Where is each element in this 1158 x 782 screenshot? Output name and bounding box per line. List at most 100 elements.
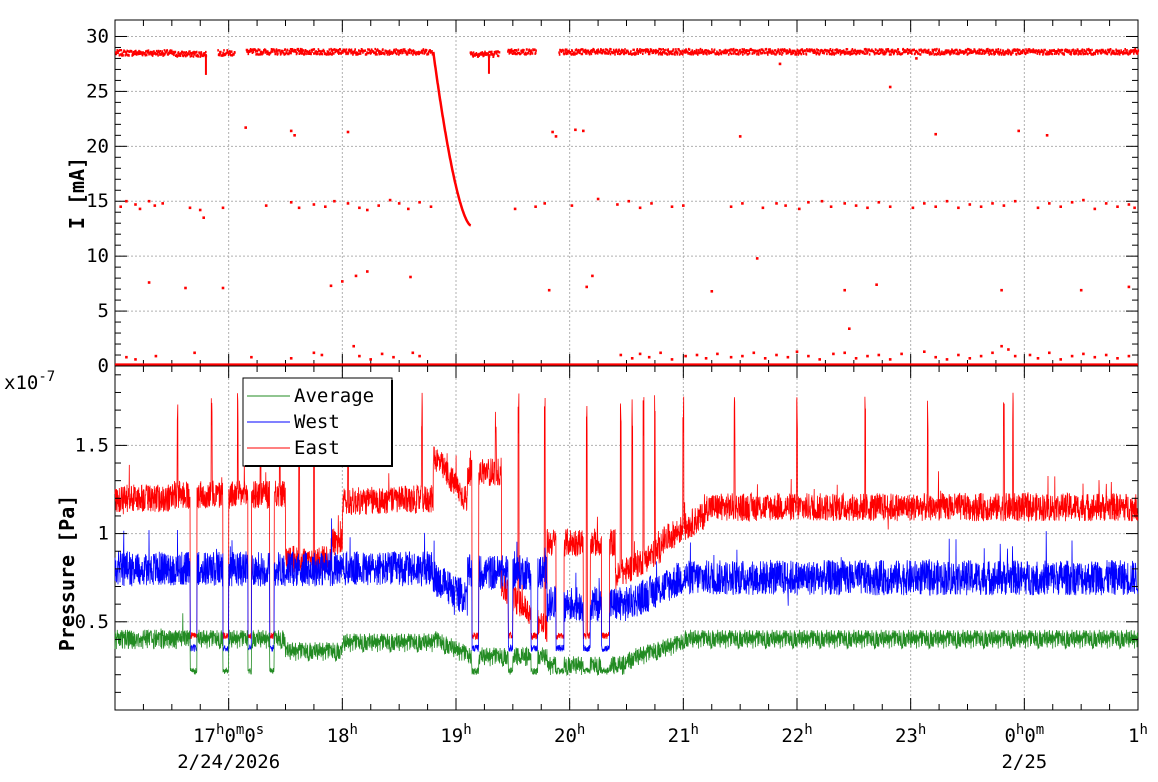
- current-point: [596, 197, 600, 201]
- current-point: [729, 355, 733, 359]
- current-point: [380, 352, 384, 356]
- current-point: [297, 206, 301, 210]
- current-point: [818, 358, 821, 361]
- current-point: [134, 358, 137, 361]
- current-point: [752, 351, 756, 355]
- current-point: [312, 203, 316, 206]
- current-point: [1059, 358, 1062, 361]
- current-point: [843, 351, 846, 355]
- current-point: [1070, 201, 1074, 204]
- tick-part-base: 21: [668, 725, 691, 747]
- current-point: [710, 290, 714, 293]
- current-point: [647, 355, 651, 359]
- current-point: [346, 202, 350, 205]
- date-label: 2/24/2026: [177, 751, 280, 773]
- current-point: [979, 354, 983, 358]
- current-point: [829, 205, 833, 208]
- current-point: [341, 280, 344, 283]
- current-point: [125, 355, 128, 359]
- tick-part-sup1: h: [691, 722, 699, 738]
- current-point: [125, 199, 128, 203]
- time-axis-labels: 17h0m0s 18h 19h 20h 21h 22h 23h 0h0m 1h2/24/2026…: [177, 722, 1148, 773]
- current-point: [1093, 207, 1097, 211]
- current-point: [1116, 357, 1119, 360]
- current-point: [761, 206, 765, 210]
- current-point: [775, 353, 778, 357]
- pressure-panel: 0.5 1 1.5 Pressure [Pa] x10-7 Average West…: [4, 365, 1139, 711]
- current-point: [250, 355, 253, 359]
- tick-part-sup2: m: [236, 722, 244, 738]
- current-point: [1082, 352, 1085, 356]
- current-point: [134, 203, 137, 206]
- current-point: [866, 354, 869, 358]
- pressure-y-tick-label: 1.5: [75, 434, 109, 456]
- current-decay-curve: [432, 51, 472, 227]
- legend-label-west: West: [294, 411, 340, 433]
- current-baseline-segment: [469, 50, 501, 58]
- current-point: [638, 206, 642, 210]
- current-point: [1048, 351, 1051, 355]
- current-point: [582, 129, 585, 133]
- current-point: [738, 135, 742, 138]
- current-y-tick-label: 30: [86, 25, 109, 47]
- current-point: [221, 206, 225, 210]
- tick-part-sup1: h: [804, 722, 812, 738]
- tick-part-sup1: h: [577, 722, 585, 738]
- current-point: [957, 353, 960, 357]
- current-baseline-segment: [558, 47, 1140, 56]
- current-point: [832, 352, 835, 356]
- current-point: [198, 208, 202, 212]
- pressure-legend: Average West East: [242, 377, 393, 467]
- current-point: [1104, 202, 1108, 205]
- current-data-points: [115, 47, 1140, 367]
- current-point: [1059, 205, 1062, 208]
- tick-part-base: 18: [327, 725, 350, 747]
- current-point: [741, 202, 744, 205]
- current-point: [741, 354, 744, 358]
- current-grid: [115, 20, 1138, 366]
- current-point: [616, 203, 619, 206]
- current-point: [138, 207, 142, 211]
- current-point: [1104, 353, 1108, 357]
- current-point: [1127, 285, 1131, 289]
- current-point: [388, 198, 392, 202]
- current-point: [202, 216, 205, 219]
- current-point: [784, 204, 787, 207]
- current-point: [407, 207, 410, 211]
- current-point: [945, 358, 949, 361]
- current-point: [221, 286, 225, 290]
- tick-part-mid2: 0: [244, 725, 255, 747]
- scale-base: x10: [4, 372, 38, 394]
- current-point: [312, 351, 316, 355]
- current-point: [418, 201, 421, 204]
- current-point: [820, 199, 824, 203]
- pressure-y-scale-label: x10-7: [4, 369, 55, 394]
- current-point: [670, 205, 674, 208]
- current-point: [264, 204, 268, 207]
- current-point: [397, 202, 401, 205]
- current-point: [591, 274, 594, 278]
- current-point: [1048, 202, 1051, 205]
- current-point: [358, 354, 361, 358]
- current-point: [333, 199, 336, 203]
- current-point: [1002, 204, 1006, 207]
- current-point: [619, 353, 623, 357]
- current-point: [289, 357, 293, 360]
- tick-part-mid: 0: [1024, 725, 1035, 747]
- legend-label-east: East: [294, 437, 340, 459]
- current-point: [843, 202, 846, 205]
- current-point: [638, 352, 642, 356]
- current-point: [991, 202, 994, 205]
- current-y-tick-label: 5: [98, 300, 109, 322]
- tick-part-sup3: s: [256, 722, 264, 738]
- current-point: [289, 201, 293, 204]
- current-point: [418, 354, 421, 358]
- current-point: [888, 358, 892, 361]
- current-baseline-segment: [507, 48, 537, 56]
- time-axis-tick-label: 22h: [781, 722, 812, 747]
- current-point: [1127, 354, 1131, 358]
- legend-label-average: Average: [294, 385, 374, 407]
- current-point: [1007, 348, 1010, 351]
- current-point: [716, 352, 719, 356]
- current-point: [409, 275, 412, 279]
